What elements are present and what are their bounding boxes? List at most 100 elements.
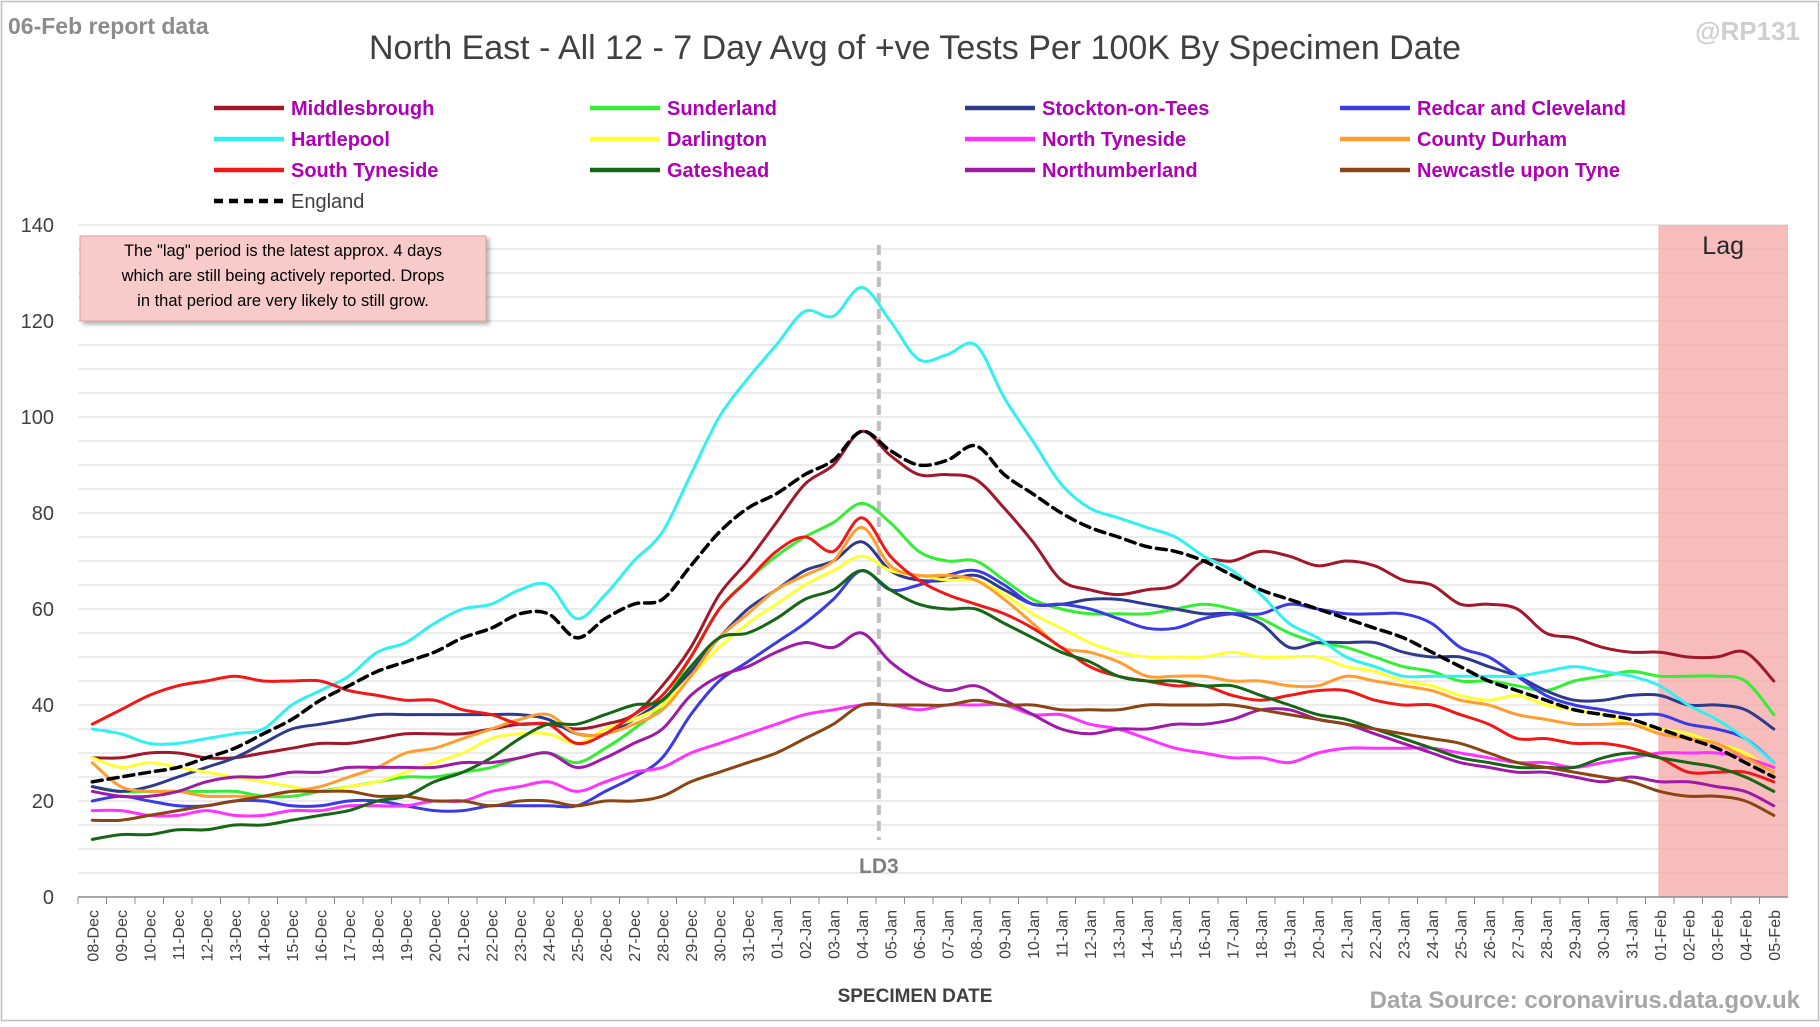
x-tick-label: 02-Jan bbox=[798, 910, 815, 959]
x-tick-label: 03-Feb bbox=[1710, 910, 1727, 961]
legend-label: Newcastle upon Tyne bbox=[1417, 160, 1620, 182]
legend-item-south-tyneside: South Tyneside bbox=[214, 160, 438, 182]
series-line-north-tyneside bbox=[90, 702, 1776, 818]
legend-label: Darlington bbox=[667, 129, 767, 151]
series-line-hartlepool bbox=[90, 285, 1776, 765]
series-line-northumberland bbox=[90, 631, 1776, 808]
legend-item-gateshead: Gateshead bbox=[590, 160, 769, 182]
legend-item-sunderland: Sunderland bbox=[590, 98, 777, 120]
legend-label: Middlesbrough bbox=[291, 98, 434, 120]
y-tick-label: 60 bbox=[32, 599, 54, 621]
y-tick-label: 20 bbox=[32, 791, 54, 813]
legend-item-stockton-on-tees: Stockton-on-Tees bbox=[965, 98, 1209, 120]
x-tick-label: 09-Dec bbox=[114, 910, 131, 962]
legend-label: Hartlepool bbox=[291, 129, 390, 151]
legend-label: County Durham bbox=[1417, 129, 1567, 151]
x-tick-label: 06-Jan bbox=[912, 910, 929, 959]
legend-item-newcastle-upon-tyne: Newcastle upon Tyne bbox=[1340, 160, 1620, 182]
x-tick-label: 27-Jan bbox=[1510, 910, 1527, 959]
x-tick-label: 24-Dec bbox=[541, 910, 558, 962]
x-tick-label: 26-Jan bbox=[1482, 910, 1499, 959]
legend-label: Redcar and Cleveland bbox=[1417, 98, 1626, 120]
legend-item-england: England bbox=[214, 191, 364, 213]
x-tick-label: 29-Dec bbox=[684, 910, 701, 962]
axes: 0 20 40 60 80 100 120 140 08-Dec 09-Dec 10-Dec 11-D… bbox=[21, 215, 1788, 962]
grid bbox=[77, 224, 1788, 904]
x-tick-label: 25-Dec bbox=[570, 910, 587, 962]
legend-item-hartlepool: Hartlepool bbox=[214, 129, 390, 151]
y-tick-label: 140 bbox=[21, 215, 54, 237]
x-tick-label: 20-Jan bbox=[1311, 910, 1328, 959]
series-line-newcastle-upon-tyne bbox=[90, 698, 1776, 823]
legend-item-redcar-and-cleveland: Redcar and Cleveland bbox=[1340, 98, 1626, 120]
x-tick-label: 20-Dec bbox=[427, 910, 444, 962]
x-tick-label: 10-Dec bbox=[142, 910, 159, 962]
lag-note-line-2: which are still being actively reported.… bbox=[121, 267, 445, 285]
x-tick-label: 07-Jan bbox=[940, 910, 957, 959]
legend-item-county-durham: County Durham bbox=[1340, 129, 1567, 151]
x-tick-label: 14-Dec bbox=[256, 910, 273, 962]
x-tick-label: 05-Jan bbox=[883, 910, 900, 959]
x-tick-label: 23-Jan bbox=[1396, 910, 1413, 959]
legend-label: Sunderland bbox=[667, 98, 777, 120]
x-tick-label: 01-Jan bbox=[769, 910, 786, 959]
ld3-marker: LD3 bbox=[859, 245, 899, 878]
x-tick-label: 15-Jan bbox=[1168, 910, 1185, 959]
series-line-south-tyneside bbox=[90, 516, 1776, 784]
legend-item-darlington: Darlington bbox=[590, 129, 767, 151]
x-tick-label: 02-Feb bbox=[1681, 910, 1698, 961]
legend-label: Northumberland bbox=[1042, 160, 1198, 182]
x-tick-label: 10-Jan bbox=[1026, 910, 1043, 959]
x-tick-label: 09-Jan bbox=[997, 910, 1014, 959]
x-tick-label: 24-Jan bbox=[1425, 910, 1442, 959]
legend-label: South Tyneside bbox=[291, 160, 438, 182]
x-tick-label: 19-Dec bbox=[399, 910, 416, 962]
lag-band: Lag bbox=[1658, 225, 1788, 897]
legend-label: Gateshead bbox=[667, 160, 769, 182]
x-tick-label: 04-Feb bbox=[1738, 910, 1755, 961]
x-tick-label: 14-Jan bbox=[1140, 910, 1157, 959]
x-tick-label: 19-Jan bbox=[1282, 910, 1299, 959]
x-tick-label: 11-Jan bbox=[1054, 910, 1071, 958]
x-tick-label: 17-Jan bbox=[1225, 910, 1242, 959]
x-tick-label: 03-Jan bbox=[826, 910, 843, 959]
handle-label: @RP131 bbox=[1695, 16, 1800, 46]
x-tick-label: 13-Jan bbox=[1111, 910, 1128, 959]
x-tick-label: 30-Jan bbox=[1596, 910, 1613, 959]
legend-item-north-tyneside: North Tyneside bbox=[965, 129, 1186, 151]
x-tick-label: 25-Jan bbox=[1453, 910, 1470, 959]
y-tick-label: 40 bbox=[32, 695, 54, 717]
x-tick-label: 12-Dec bbox=[199, 910, 216, 962]
y-tick-label: 0 bbox=[43, 887, 54, 909]
x-tick-label: 22-Dec bbox=[484, 910, 501, 962]
x-tick-label: 26-Dec bbox=[598, 910, 615, 962]
lag-note-line-1: The "lag" period is the latest approx. 4… bbox=[124, 242, 442, 260]
y-tick-label: 100 bbox=[21, 407, 54, 429]
x-tick-label: 13-Dec bbox=[228, 910, 245, 962]
x-tick-label: 21-Jan bbox=[1339, 910, 1356, 959]
y-tick-label: 120 bbox=[21, 311, 54, 333]
x-tick-label: 11-Dec bbox=[171, 910, 188, 960]
x-tick-label: 01-Feb bbox=[1653, 910, 1670, 961]
x-tick-label: 30-Dec bbox=[712, 910, 729, 962]
legend-label: Stockton-on-Tees bbox=[1042, 98, 1209, 120]
x-tick-label: 05-Feb bbox=[1767, 910, 1784, 961]
legend-label: North Tyneside bbox=[1042, 129, 1186, 151]
x-axis-title: SPECIMEN DATE bbox=[838, 986, 993, 1007]
legend: Middlesbrough Sunderland Stockton-on-Tees R… bbox=[214, 98, 1626, 213]
series-line-darlington bbox=[90, 554, 1776, 793]
x-tick-label: 22-Jan bbox=[1368, 910, 1385, 959]
lag-region bbox=[1658, 225, 1788, 897]
x-tick-label: 04-Jan bbox=[855, 910, 872, 959]
x-tick-label: 29-Jan bbox=[1567, 910, 1584, 959]
lag-note-box: The "lag" period is the latest approx. 4… bbox=[79, 235, 487, 322]
series-line-england bbox=[90, 429, 1776, 784]
data-source-label: Data Source: coronavirus.data.gov.uk bbox=[1370, 987, 1801, 1014]
x-tick-label: 16-Jan bbox=[1197, 910, 1214, 959]
x-tick-label: 12-Jan bbox=[1083, 910, 1100, 959]
x-tick-label: 21-Dec bbox=[456, 910, 473, 962]
lag-label: Lag bbox=[1702, 232, 1744, 260]
lag-note-line-3: in that period are very likely to still … bbox=[137, 292, 429, 310]
